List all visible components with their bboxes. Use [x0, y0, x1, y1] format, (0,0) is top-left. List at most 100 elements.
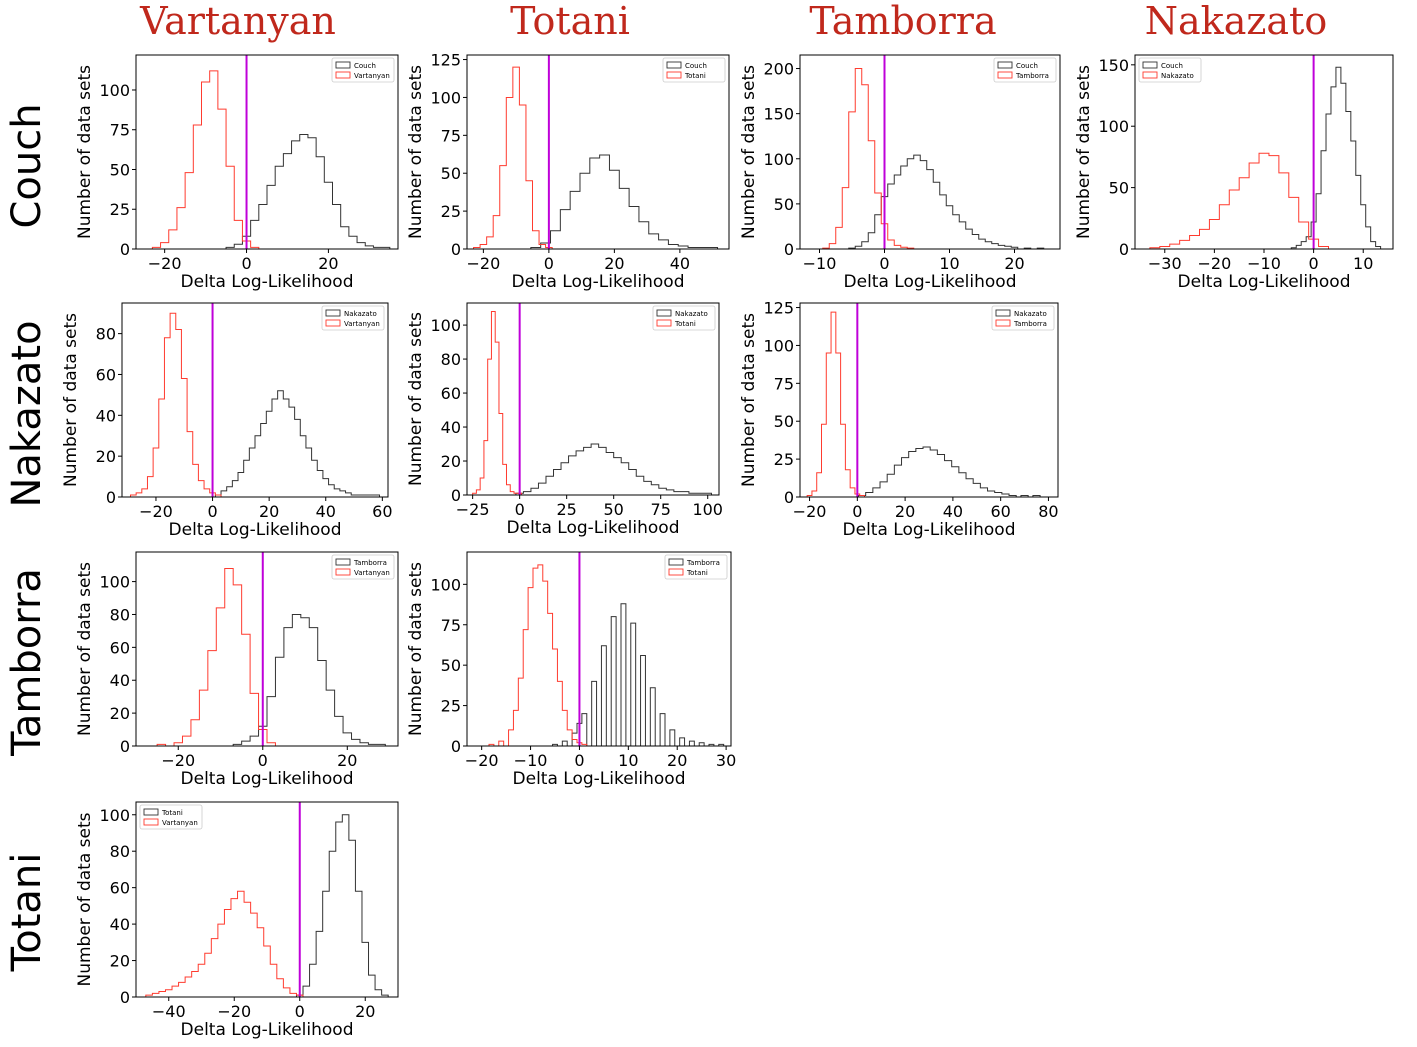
y-tick-label: 25 [774, 450, 794, 469]
x-tick-label: 0 [1309, 254, 1319, 273]
x-axis-label: Delta Log-Likelihood [507, 518, 680, 538]
legend-swatch-tamborra [997, 71, 1013, 79]
y-axis-label: Number of data sets [75, 812, 95, 986]
legend: Tamborra Totani [664, 554, 728, 580]
histogram-series-nakazato [214, 390, 381, 497]
panel-tamborra-vs-vartanyan: −20 0 20 0 20 40 60 80 100 Delta Log-Likelihood Nu… [75, 551, 399, 789]
panel-nakazato-vs-vartanyan: −20 0 20 40 60 0 20 40 60 80 Delta Log-Likelihood N… [61, 302, 393, 540]
histogram-series-nakazato [858, 446, 1041, 497]
plot-frame [121, 302, 389, 498]
histogram-series-tamborra [822, 68, 915, 249]
legend: Couch Nakazato [1138, 57, 1202, 83]
legend: Totani Vartanyan [139, 804, 203, 830]
legend-frame [652, 305, 716, 331]
legend: Nakazato Tamborra [991, 305, 1055, 331]
x-tick-label: 0 [879, 254, 889, 273]
y-tick-label: 20 [441, 452, 461, 471]
x-tick-label: 10 [1353, 254, 1373, 273]
histogram-series-vartanyan [151, 70, 260, 249]
x-axis-label: Delta Log-Likelihood [844, 272, 1017, 292]
x-tick-label: 0 [295, 1002, 305, 1021]
legend-swatch-tamborra [995, 319, 1011, 327]
x-tick-label: −20 [1198, 254, 1232, 273]
y-tick-label: 100 [99, 806, 130, 825]
legend-frame [139, 804, 203, 830]
y-tick-label: 50 [774, 412, 794, 431]
panel-couch-vs-totani: −20 0 20 40 0 25 50 75 100 125 Delta Log-Likelihoo… [406, 51, 730, 292]
legend-label-nakazato: Nakazato [675, 310, 708, 318]
legend-swatch-vartanyan [335, 71, 351, 79]
y-tick-label: 0 [784, 240, 794, 259]
plot-frame [799, 302, 1059, 498]
x-tick-label: 0 [241, 254, 251, 273]
y-tick-label: 40 [110, 671, 130, 690]
x-tick-label: 20 [337, 751, 357, 770]
y-tick-label: 150 [1098, 56, 1129, 75]
y-tick-label: 0 [120, 988, 130, 1007]
plot-frame [135, 551, 399, 747]
legend-label-tamborra: Tamborra [686, 559, 720, 567]
y-tick-label: 80 [441, 350, 461, 369]
legend-label-tamborra: Tamborra [353, 559, 387, 567]
legend-label-couch: Couch [1161, 62, 1183, 70]
column-title-nakazato: Nakazato [1145, 0, 1327, 43]
histogram-series-tamborra [552, 603, 725, 746]
legend-swatch-couch [997, 61, 1013, 69]
row-title-totani: Totani [4, 853, 50, 973]
histogram-series-totani [473, 66, 553, 249]
y-axis-label: Number of data sets [61, 313, 81, 487]
histogram-series-couch [530, 154, 719, 249]
legend-swatch-totani [656, 319, 672, 327]
plot-frame [466, 54, 730, 250]
x-tick-label: 20 [604, 254, 624, 273]
y-tick-label: 60 [96, 365, 116, 384]
y-tick-label: 0 [120, 737, 130, 756]
y-tick-label: 40 [441, 418, 461, 437]
x-tick-label: 0 [207, 502, 217, 521]
y-tick-label: 0 [1119, 240, 1129, 259]
legend-label-couch: Couch [1016, 62, 1038, 70]
x-tick-label: −20 [139, 502, 173, 521]
legend-label-totani: Totani [686, 569, 708, 577]
x-tick-label: −20 [793, 502, 827, 521]
column-title-vartanyan: Vartanyan [139, 0, 336, 43]
x-tick-label: −30 [1148, 254, 1182, 273]
x-tick-label: 60 [990, 502, 1010, 521]
legend-swatch-totani [143, 808, 159, 816]
legend-label-vartanyan: Vartanyan [162, 819, 198, 827]
y-tick-label: 100 [763, 336, 794, 355]
x-axis-label: Delta Log-Likelihood [843, 520, 1016, 540]
legend-frame [993, 57, 1057, 83]
plot-frame [799, 54, 1061, 250]
y-tick-label: 100 [99, 81, 130, 100]
x-tick-label: 20 [895, 502, 915, 521]
panel-totani-vs-vartanyan: −40 −20 0 20 0 20 40 60 80 100 Delta Log-Likelihoo… [75, 801, 399, 1040]
x-tick-label: 0 [544, 254, 554, 273]
legend-frame [1138, 57, 1202, 83]
legend-label-nakazato: Nakazato [344, 310, 377, 318]
y-axis-label: Number of data sets [406, 65, 426, 239]
y-axis-label: Number of data sets [739, 313, 759, 487]
histogram-series-couch [1290, 66, 1382, 249]
y-tick-label: 50 [110, 160, 130, 179]
legend: Couch Tamborra [993, 57, 1057, 83]
histogram-series-tamborra [806, 311, 865, 497]
y-tick-label: 100 [763, 150, 794, 169]
x-axis-label: Delta Log-Likelihood [181, 272, 354, 292]
y-axis-label: Number of data sets [406, 562, 426, 736]
y-tick-label: 0 [451, 486, 461, 505]
x-tick-label: 40 [943, 502, 963, 521]
legend-label-couch: Couch [354, 62, 376, 70]
x-tick-label: 100 [692, 500, 723, 519]
legend-frame [331, 57, 395, 83]
y-tick-label: 25 [441, 697, 461, 716]
histogram-series-vartanyan [156, 567, 276, 746]
x-tick-label: 60 [372, 502, 392, 521]
histogram-series-tamborra [232, 613, 386, 746]
y-tick-label: 100 [430, 88, 461, 107]
legend-swatch-vartanyan [325, 319, 341, 327]
x-axis-label: Delta Log-Likelihood [513, 769, 686, 789]
